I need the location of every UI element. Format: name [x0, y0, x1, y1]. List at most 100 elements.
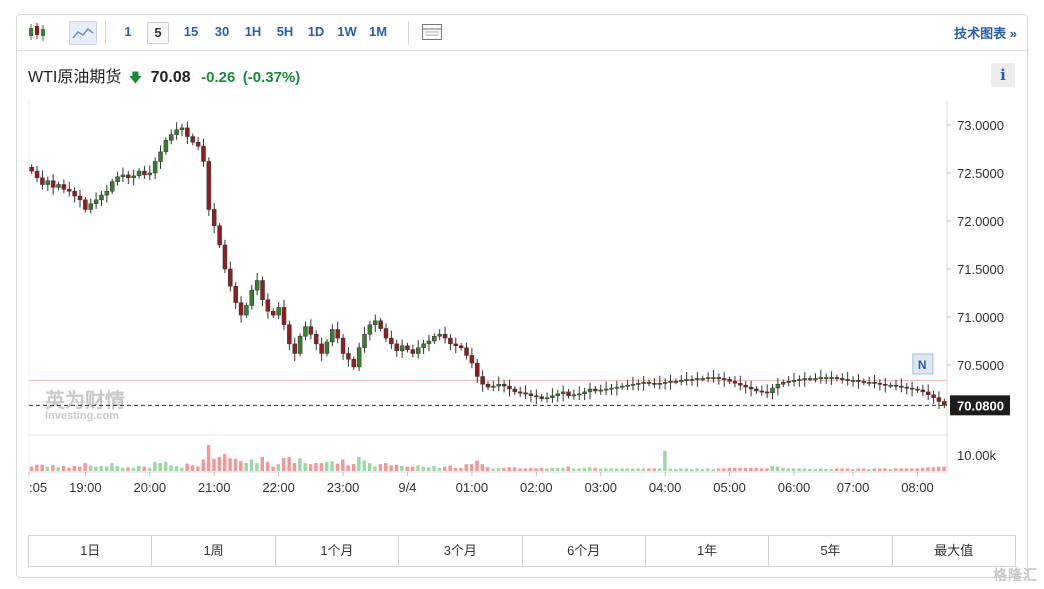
candle-body [142, 170, 147, 176]
range-1y[interactable]: 1年 [645, 536, 770, 566]
candle-body [432, 335, 437, 342]
timeframe-30[interactable]: 30 [214, 24, 230, 39]
volume-bar [448, 465, 452, 471]
candle-body [925, 391, 931, 396]
volume-bar [614, 468, 619, 471]
candle-body [582, 391, 587, 395]
candle-body [448, 337, 453, 345]
range-5y[interactable]: 5年 [769, 536, 893, 566]
volume-bar [335, 463, 340, 471]
y-tick-label: 71.0000 [957, 310, 1004, 325]
candle-body [195, 142, 201, 147]
volume-bar [67, 467, 71, 471]
volume-bar [802, 468, 807, 471]
volume-bar [630, 468, 635, 471]
candle-body [931, 394, 936, 398]
candle-body [206, 161, 212, 210]
area-chart-icon[interactable] [69, 21, 97, 45]
last-price-tag [950, 395, 1010, 416]
candle-body [217, 225, 222, 246]
volume-bar [910, 468, 914, 471]
volume-bar [276, 464, 281, 471]
volume-bar [915, 468, 919, 471]
timeframe-1w[interactable]: 1W [337, 24, 357, 39]
volume-bar [486, 467, 490, 471]
volume-bar [389, 465, 393, 471]
volume-bar [239, 461, 243, 471]
candle-body [544, 397, 550, 400]
technical-chart-link[interactable]: 技术图表 » [954, 26, 1017, 41]
volume-bar [475, 460, 479, 471]
candle-body [228, 268, 233, 287]
candle-body [673, 381, 679, 383]
timeframe-1[interactable]: 1 [124, 24, 132, 39]
volume-bar [588, 467, 592, 471]
volume-bar [904, 468, 909, 471]
volume-axis-label: 10.00k [957, 448, 997, 463]
volume-bar [357, 457, 361, 471]
volume-bar [797, 468, 801, 471]
range-6m[interactable]: 6个月 [522, 536, 646, 566]
candle-body [56, 184, 61, 188]
timeframe-5h[interactable]: 5H [276, 24, 294, 39]
candle-body [491, 385, 496, 388]
volume-bar [405, 466, 409, 471]
range-1w[interactable]: 1周 [152, 536, 276, 566]
last-price: 70.08 [150, 69, 191, 86]
x-tick-label: :05 [29, 480, 47, 495]
volume-bar [394, 464, 399, 471]
candle-body [909, 387, 915, 390]
volume-bar [926, 467, 930, 471]
candle-body [356, 347, 362, 368]
candle-body [517, 391, 523, 394]
volume-bar [598, 468, 603, 471]
candle-body [721, 378, 727, 380]
range-3m[interactable]: 3个月 [399, 536, 523, 566]
volume-bar [700, 469, 705, 471]
x-tick-label: 07:00 [837, 480, 870, 495]
range-max[interactable]: 最大值 [892, 536, 1015, 566]
x-tick-label: 04:00 [649, 480, 682, 495]
candle-body [158, 151, 163, 162]
timeframe-5[interactable]: 5 [147, 22, 169, 44]
timeframe-15[interactable]: 15 [183, 24, 199, 39]
table-icon[interactable] [420, 21, 444, 43]
volume-bar [743, 467, 748, 471]
volume-bar [872, 468, 877, 471]
volume-bar [813, 469, 817, 471]
timeframe-1h[interactable]: 1H [244, 24, 262, 39]
candle-body [131, 175, 136, 179]
volume-bar [759, 468, 764, 471]
volume-bar [51, 464, 55, 471]
candle-body [378, 320, 383, 329]
toolbar-divider [408, 21, 409, 45]
candle-body [802, 378, 807, 380]
candle-body [190, 136, 195, 143]
volume-bar [94, 466, 98, 471]
volume-bar [663, 451, 667, 471]
volume-bar [620, 468, 624, 471]
candle-body [711, 377, 716, 379]
candle-body [389, 337, 394, 345]
range-1d[interactable]: 1日 [29, 536, 153, 566]
info-button[interactable]: i [991, 63, 1015, 87]
candle-body [614, 386, 620, 389]
volume-bar [174, 466, 179, 471]
volume-bar [196, 466, 200, 471]
instrument-name: WTI原油期货 [28, 69, 122, 86]
candle-body [260, 280, 265, 300]
volume-bar [163, 461, 168, 471]
volume-bar [851, 469, 855, 471]
volume-bar [561, 467, 565, 471]
candle-body [748, 386, 754, 390]
candlestick-icon[interactable] [25, 21, 49, 43]
volume-bar [126, 467, 130, 471]
candle-body [201, 145, 206, 162]
candle-body [781, 382, 786, 385]
volume-bar [502, 467, 506, 471]
range-1m[interactable]: 1个月 [275, 536, 400, 566]
timeframe-1d[interactable]: 1D [307, 24, 325, 39]
volume-bar [722, 468, 726, 471]
candle-body [840, 378, 845, 380]
timeframe-1m[interactable]: 1M [368, 24, 388, 39]
